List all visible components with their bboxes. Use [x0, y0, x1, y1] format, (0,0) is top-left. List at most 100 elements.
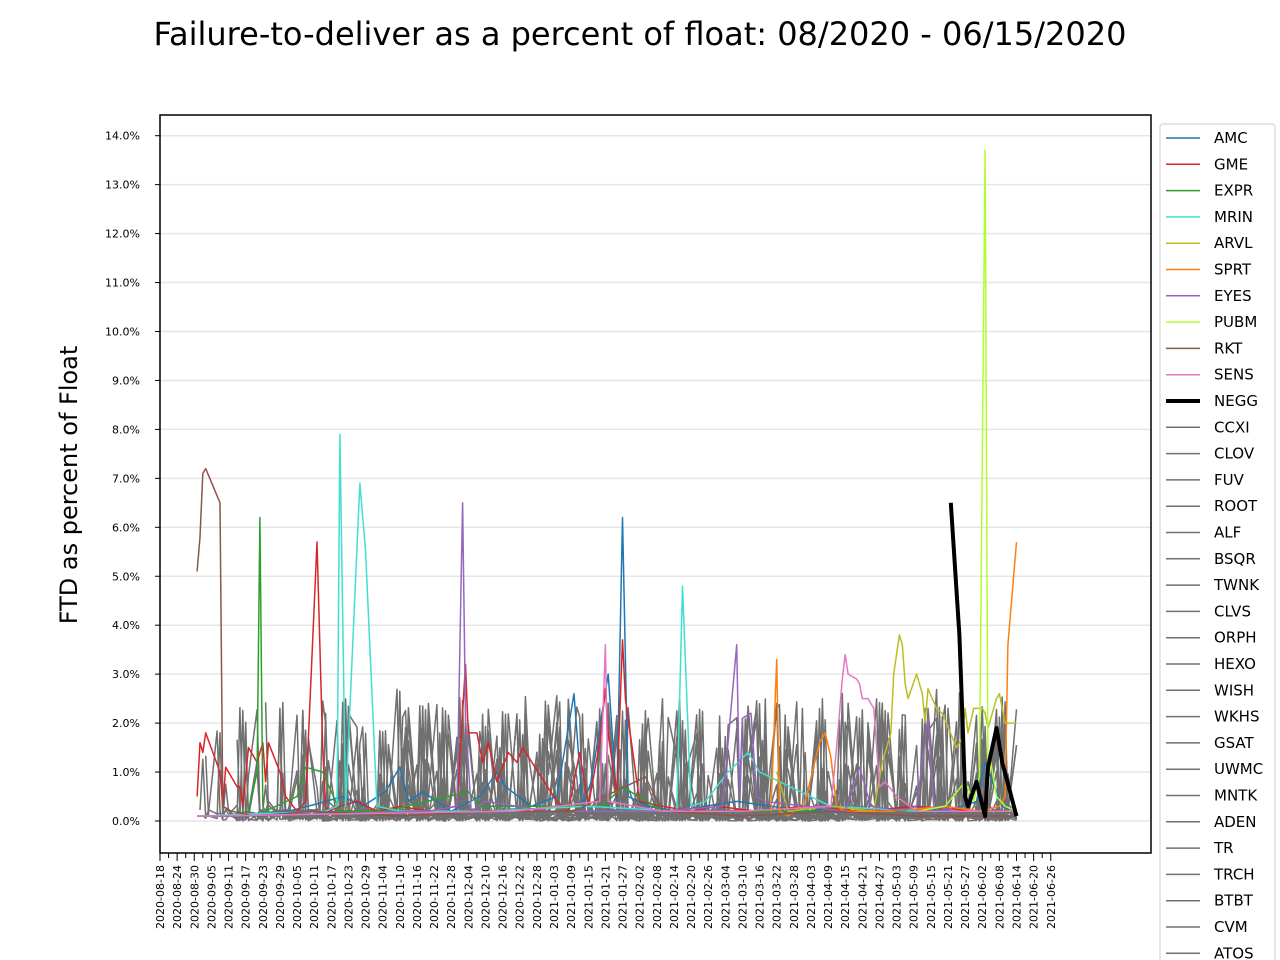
legend-label-wkhs: WKHS	[1214, 708, 1259, 726]
x-tick-label: 2020-11-04	[377, 865, 390, 929]
legend-label-negg: NEGG	[1214, 392, 1258, 410]
x-tick-label: 2021-03-04	[719, 865, 732, 929]
legend-label-clvs: CLVS	[1214, 602, 1251, 620]
legend-label-hexo: HEXO	[1214, 655, 1256, 673]
legend-label-sprt: SPRT	[1214, 261, 1252, 279]
y-axis: 0.0% 1.0% 2.0% 3.0% 4.0% 5.0% 6.0% 7.0% 8.0% 9.0%…	[105, 130, 160, 828]
legend-label-arvl: ARVL	[1214, 234, 1253, 252]
legend-label-mrin: MRIN	[1214, 208, 1253, 226]
legend-label-ccxi: CCXI	[1214, 418, 1250, 436]
x-tick-label: 2021-01-15	[582, 865, 595, 929]
x-tick-label: 2021-02-20	[685, 865, 698, 929]
x-tick-label: 2020-10-29	[360, 865, 373, 929]
x-tick-label: 2021-05-15	[925, 865, 938, 929]
y-tick-label: 14.0%	[105, 130, 140, 143]
legend-label-root: ROOT	[1214, 497, 1258, 515]
x-tick-label: 2020-11-10	[394, 865, 407, 929]
x-tick-label: 2021-06-08	[993, 865, 1006, 929]
x-tick-label: 2021-04-09	[822, 865, 835, 929]
legend-label-tr: TR	[1213, 839, 1234, 857]
legend-label-sens: SENS	[1214, 366, 1254, 384]
legend-label-alf: ALF	[1214, 524, 1241, 542]
legend-label-uwmc: UWMC	[1214, 760, 1263, 778]
x-tick-label: 2020-08-30	[188, 865, 201, 929]
x-tick-label: 2020-10-23	[342, 865, 355, 929]
x-tick-label: 2020-10-05	[291, 865, 304, 929]
x-tick-label: 2021-04-15	[839, 865, 852, 929]
series-layer	[196, 149, 1019, 822]
y-tick-label: 2.0%	[112, 717, 140, 730]
x-tick-label: 2020-09-23	[257, 865, 270, 929]
legend-label-amc: AMC	[1214, 129, 1248, 147]
y-tick-label: 5.0%	[112, 570, 140, 583]
series-line-eyes	[197, 502, 1017, 817]
plot-frame	[159, 114, 1152, 854]
x-tick-label: 2020-08-18	[154, 865, 167, 929]
chart-title: Failure-to-deliver as a percent of float…	[154, 15, 1127, 53]
x-tick-label: 2021-06-14	[1011, 865, 1024, 929]
x-tick-label: 2021-05-27	[959, 865, 972, 929]
x-axis: 2020-08-18 2020-08-24 2020-08-30 2020-09-05…	[154, 853, 1058, 929]
y-tick-label: 1.0%	[112, 766, 140, 779]
series-line-negg	[948, 502, 1019, 819]
x-tick-label: 2020-08-24	[171, 865, 184, 929]
legend-label-expr: EXPR	[1214, 182, 1253, 200]
x-tick-label: 2021-05-09	[908, 865, 921, 929]
x-tick-label: 2020-12-22	[514, 865, 527, 929]
legend-label-pubm: PUBM	[1214, 313, 1257, 331]
x-tick-label: 2021-02-14	[668, 865, 681, 929]
y-tick-label: 12.0%	[105, 228, 140, 241]
x-tick-label: 2021-01-21	[599, 865, 612, 929]
x-tick-label: 2021-06-26	[1045, 865, 1058, 929]
x-tick-label: 2021-02-26	[702, 865, 715, 929]
legend-label-trch: TRCH	[1213, 865, 1255, 883]
x-tick-label: 2020-11-22	[428, 865, 441, 929]
x-tick-label: 2020-12-04	[462, 865, 475, 929]
x-tick-label: 2020-11-28	[445, 865, 458, 929]
legend-box	[1159, 123, 1276, 960]
x-tick-label: 2020-09-17	[240, 865, 253, 929]
legend-label-gme: GME	[1214, 155, 1248, 173]
legend-label-eyes: EYES	[1214, 287, 1252, 305]
y-tick-label: 11.0%	[105, 277, 140, 290]
series-line-gme	[196, 541, 1017, 812]
series-line-tr	[245, 695, 1017, 822]
x-tick-label: 2020-12-16	[497, 865, 510, 929]
x-tick-label: 2021-02-02	[634, 865, 647, 929]
legend-label-btbt: BTBT	[1214, 892, 1254, 910]
legend-label-fuv: FUV	[1214, 471, 1245, 489]
x-tick-label: 2021-04-27	[873, 865, 886, 929]
legend-label-atos: ATOS	[1214, 944, 1254, 960]
legend: AMC GME EXPR MRIN ARVL SPRT EYES PUBM RKT SENS NEG…	[1159, 123, 1276, 960]
x-tick-label: 2020-12-28	[531, 865, 544, 929]
y-tick-label: 8.0%	[112, 423, 140, 436]
legend-label-orph: ORPH	[1214, 629, 1257, 647]
x-tick-label: 2020-09-11	[223, 865, 236, 929]
legend-label-wish: WISH	[1214, 681, 1254, 699]
legend-label-mntk: MNTK	[1214, 787, 1258, 805]
y-tick-label: 3.0%	[112, 668, 140, 681]
legend-label-gsat: GSAT	[1214, 734, 1255, 752]
series-line-arvl	[775, 634, 1017, 812]
x-tick-label: 2020-10-11	[308, 865, 321, 929]
legend-label-clov: CLOV	[1214, 445, 1255, 463]
x-tick-label: 2020-09-05	[205, 865, 218, 929]
x-tick-label: 2020-09-29	[274, 865, 287, 929]
x-tick-label: 2021-06-20	[1028, 865, 1041, 929]
y-tick-label: 0.0%	[112, 815, 140, 828]
x-tick-label: 2020-11-16	[411, 865, 424, 929]
legend-label-aden: ADEN	[1214, 813, 1257, 831]
x-tick-label: 2020-10-17	[325, 865, 338, 929]
y-tick-label: 4.0%	[112, 619, 140, 632]
series-line-atos	[227, 702, 1017, 822]
series-line-pubm	[916, 149, 1017, 812]
x-tick-label: 2021-05-21	[942, 865, 955, 929]
y-tick-label: 10.0%	[105, 326, 140, 339]
y-axis-label: FTD as percent of Float	[55, 346, 83, 625]
legend-label-rkt: RKT	[1214, 339, 1243, 357]
x-tick-label: 2021-04-21	[856, 865, 869, 929]
x-tick-label: 2021-06-02	[976, 865, 989, 929]
legend-label-bsqr: BSQR	[1214, 550, 1256, 568]
x-tick-label: 2021-04-03	[805, 865, 818, 929]
